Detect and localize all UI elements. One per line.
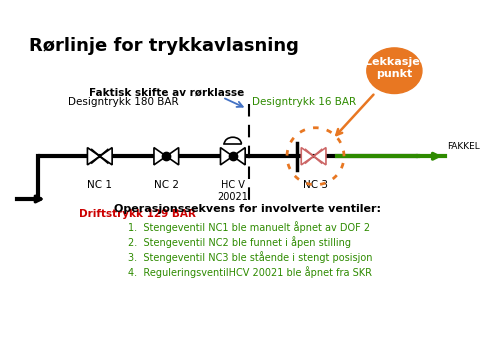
Text: HC V
20021: HC V 20021: [217, 180, 248, 202]
Polygon shape: [220, 148, 233, 165]
Polygon shape: [301, 148, 313, 165]
Text: 1.  Stengeventil NC1 ble manuelt åpnet av DOF 2: 1. Stengeventil NC1 ble manuelt åpnet av…: [128, 221, 371, 233]
Polygon shape: [100, 148, 112, 165]
Text: Faktisk skifte av rørklasse: Faktisk skifte av rørklasse: [89, 88, 244, 98]
Polygon shape: [313, 148, 326, 165]
Text: FAKKEL: FAKKEL: [447, 143, 480, 152]
Text: Lekkasje-
punkt: Lekkasje- punkt: [365, 57, 424, 79]
Polygon shape: [154, 148, 166, 165]
Text: Rørlinje for trykkavlasning: Rørlinje for trykkavlasning: [28, 37, 299, 55]
Text: NC 2: NC 2: [154, 180, 179, 190]
Text: 4.  ReguleringsventilHCV 20021 ble åpnet fra SKR: 4. ReguleringsventilHCV 20021 ble åpnet …: [128, 266, 372, 278]
Ellipse shape: [367, 48, 422, 94]
Text: NC 3: NC 3: [303, 180, 328, 190]
Text: Operasjonssekvens for involverte ventiler:: Operasjonssekvens for involverte ventile…: [114, 204, 381, 214]
Text: Driftstrykk 129 BAR: Driftstrykk 129 BAR: [79, 208, 196, 219]
Text: Designtrykk 180 BAR: Designtrykk 180 BAR: [68, 97, 179, 107]
Text: Designtrykk 16 BAR: Designtrykk 16 BAR: [252, 97, 356, 107]
Text: 2.  Stengeventil NC2 ble funnet i åpen stilling: 2. Stengeventil NC2 ble funnet i åpen st…: [128, 236, 351, 248]
Text: 3.  Stengeventil NC3 ble stående i stengt posisjon: 3. Stengeventil NC3 ble stående i stengt…: [128, 251, 373, 263]
Text: NC 1: NC 1: [87, 180, 112, 190]
Polygon shape: [166, 148, 179, 165]
Polygon shape: [87, 148, 100, 165]
Polygon shape: [233, 148, 245, 165]
